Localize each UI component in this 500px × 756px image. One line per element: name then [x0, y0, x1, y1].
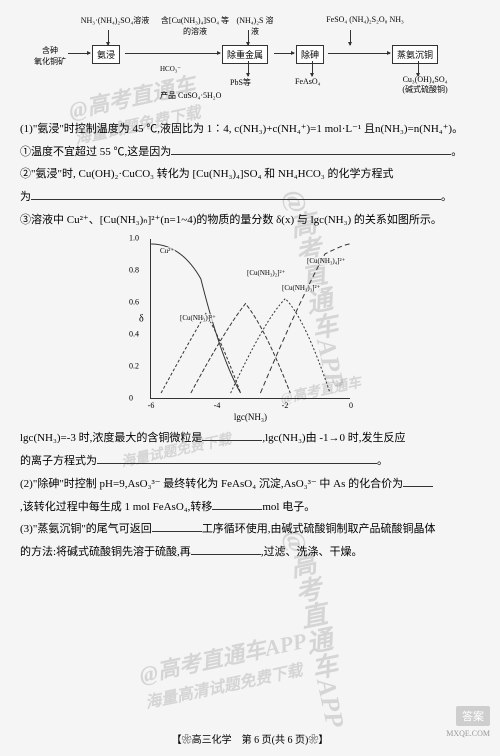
curve-label: [Cu(NH₃)₃]²⁺	[281, 284, 321, 292]
question-2-l2: ,该转化过程中每生成 1 mol FeAsO₄,转移mol 电子。	[20, 498, 480, 517]
question-1-1: ①温度不宜超过 55 ℃,这是因为。	[20, 143, 480, 162]
x-tick: -4	[214, 401, 221, 410]
flow-label: PbS等	[230, 77, 251, 88]
blank-field	[171, 143, 451, 155]
distribution-chart: δ lgc(NH₃) 1.00.80.60.40.20 -6-4-20 Cu²⁺…	[150, 239, 350, 399]
page-footer: 【❀高三化学 第 6 页(共 6 页)❀】	[0, 731, 500, 746]
y-tick: 0.4	[129, 330, 139, 339]
flow-box: 氨浸	[92, 45, 120, 64]
flow-label: NH₃·(NH₄)₂SO₄溶液	[80, 15, 150, 26]
page-content: NH₃·(NH₄)₂SO₄溶液 含[Cu(NH₃)₄]SO₄ 等的溶液 (NH₄…	[0, 0, 500, 576]
arrow-icon	[350, 30, 351, 45]
y-tick: 0.6	[129, 298, 139, 307]
curve-label: [Cu(NH₃)₂]²⁺	[246, 269, 286, 277]
x-axis-label: lgc(NH₃)	[234, 412, 267, 422]
arrow-icon	[274, 53, 294, 54]
arrow-icon	[312, 61, 313, 76]
curve	[260, 244, 349, 393]
flow-diagram: NH₃·(NH₄)₂SO₄溶液 含[Cu(NH₃)₄]SO₄ 等的溶液 (NH₄…	[30, 15, 470, 105]
flow-box: 蒸氨沉铜	[392, 45, 438, 64]
blank-field	[152, 520, 202, 532]
flow-label: 含[Cu(NH₃)₄]SO₄ 等的溶液	[160, 15, 230, 37]
y-axis-label: δ	[139, 313, 144, 324]
question-3-l2: 的方法:将碱式硫酸铜先溶于硫酸,再,过滤、洗涤、干燥。	[20, 543, 480, 562]
flow-box: 除砷	[296, 45, 324, 64]
question-2-l1: (2)"除砷"时控制 pH=9,AsO₃³⁻ 最终转化为 FeAsO₄ 沉淀,A…	[20, 475, 480, 494]
url-mark: MXQE.COM	[446, 729, 490, 738]
flow-box: 除重金属	[222, 45, 268, 64]
flow-input: 含砷 氧化铜矿	[30, 45, 70, 67]
curve-label: Cu²⁺	[159, 247, 175, 255]
flow-product: 产品 CuSO₄·5H₂O	[160, 90, 221, 101]
flow-product: Cu₃(OH)₄SO₄ (碱式硫酸铜)	[385, 75, 465, 95]
arrow-icon	[418, 61, 419, 76]
arrow-icon	[248, 30, 249, 45]
flow-label: FeSO₄ (NH₄)₂S₂O₈ NH₃	[310, 15, 420, 24]
flow-label: (NH₄)₂S 溶液	[235, 15, 275, 37]
y-tick: 0.8	[129, 266, 139, 275]
question-1-intro: (1)"氨浸"时控制温度为 45 ℃,液固比为 1∶4, c(NH₃)+c(NH…	[20, 120, 480, 139]
question-1-2b: 为。	[20, 188, 480, 207]
arrow-icon	[68, 53, 90, 54]
blank-field	[202, 429, 262, 441]
blank-field	[403, 475, 433, 487]
y-tick: 0	[129, 394, 133, 403]
flow-label: HCO₃⁻	[160, 65, 181, 73]
curve-label: [Cu(NH₃)₄]²⁺	[306, 257, 346, 265]
x-tick: -6	[148, 401, 155, 410]
x-tick: -2	[282, 401, 289, 410]
arrow-icon	[125, 53, 220, 54]
question-3-l1: (3)"蒸氨沉铜"的尾气可返回工序循环使用,由碱式硫酸铜制取产品硫酸铜晶体	[20, 520, 480, 539]
post-chart-1: lgc(NH₃)=-3 时,浓度最大的含铜微粒是,lgc(NH₃)由 -1→0 …	[20, 429, 480, 448]
arrow-icon	[108, 30, 109, 45]
blank-field	[191, 543, 261, 555]
y-tick: 0.2	[129, 362, 139, 371]
arrow-icon	[248, 61, 249, 76]
arrow-icon	[328, 53, 390, 54]
blank-field	[212, 498, 262, 510]
y-tick: 1.0	[129, 234, 139, 243]
flow-label: FeAsO₄	[295, 77, 320, 86]
x-tick: 0	[349, 401, 353, 410]
question-1-3: ③溶液中 Cu²⁺、[Cu(NH₃)ₙ]²⁺(n=1~4)的物质的量分数 δ(x…	[20, 211, 480, 230]
watermark: @高考直通车APP 海量高清试题免费下载	[136, 623, 314, 713]
curve	[161, 314, 241, 394]
blank-field	[31, 188, 441, 200]
answer-badge: 答案	[456, 706, 490, 726]
curve-label: [Cu(NH₃)]²⁺	[179, 314, 217, 322]
post-chart-2: 的离子方程式为。	[20, 452, 480, 471]
blank-field	[97, 452, 377, 464]
question-1-2a: ②"氨浸"时, Cu(OH)₂·CuCO₃ 转化为 [Cu(NH₃)₄]SO₄ …	[20, 165, 480, 184]
